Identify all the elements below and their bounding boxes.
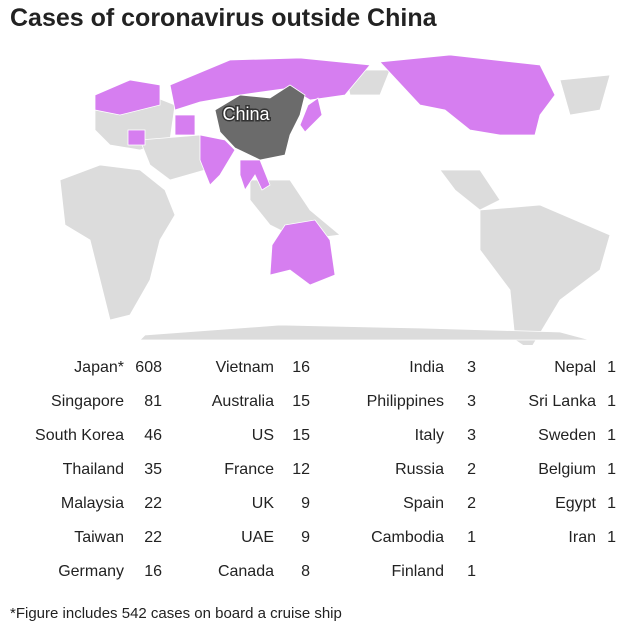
case-count: 1 bbox=[467, 529, 476, 546]
country-name: Sri Lanka bbox=[528, 393, 596, 410]
country-name: Singapore bbox=[51, 393, 124, 410]
canada-us bbox=[379, 54, 556, 136]
case-count: 9 bbox=[301, 495, 310, 512]
case-count: 1 bbox=[607, 427, 616, 444]
country-name: Belgium bbox=[538, 461, 596, 478]
country-name: Philippines bbox=[366, 393, 444, 410]
case-count: 15 bbox=[292, 393, 310, 410]
case-count: 12 bbox=[292, 461, 310, 478]
egypt bbox=[127, 129, 146, 146]
country-name: Japan* bbox=[74, 359, 124, 376]
south-america bbox=[479, 204, 611, 345]
case-count: 1 bbox=[607, 461, 616, 478]
case-count: 81 bbox=[144, 393, 162, 410]
case-count: 2 bbox=[467, 461, 476, 478]
footnote: *Figure includes 542 cases on board a cr… bbox=[10, 605, 342, 622]
country-name: India bbox=[409, 359, 444, 376]
country-name: UAE bbox=[241, 529, 274, 546]
country-name: Taiwan bbox=[74, 529, 124, 546]
country-name: Cambodia bbox=[371, 529, 444, 546]
country-name: UK bbox=[251, 495, 274, 512]
country-name: Nepal bbox=[554, 359, 596, 376]
case-count: 1 bbox=[467, 563, 476, 580]
china bbox=[214, 84, 306, 161]
country-name: Vietnam bbox=[215, 359, 274, 376]
case-count: 9 bbox=[301, 529, 310, 546]
case-count: 16 bbox=[144, 563, 162, 580]
case-count: 1 bbox=[607, 359, 616, 376]
country-name: France bbox=[224, 461, 274, 478]
case-count: 3 bbox=[467, 359, 476, 376]
africa bbox=[59, 164, 176, 321]
case-count: 46 bbox=[144, 427, 162, 444]
case-count: 35 bbox=[144, 461, 162, 478]
europe-cases bbox=[94, 79, 161, 116]
case-count: 2 bbox=[467, 495, 476, 512]
se-asia-cases bbox=[239, 159, 271, 191]
country-name: Iran bbox=[568, 529, 596, 546]
russia bbox=[169, 57, 371, 111]
china-label: China bbox=[222, 104, 270, 124]
country-name: South Korea bbox=[35, 427, 124, 444]
country-name: Thailand bbox=[62, 461, 124, 478]
case-count: 608 bbox=[135, 359, 162, 376]
central-america bbox=[439, 169, 501, 211]
australia bbox=[269, 219, 336, 286]
case-count: 16 bbox=[292, 359, 310, 376]
case-count: 3 bbox=[467, 393, 476, 410]
japan bbox=[299, 97, 323, 133]
country-name: Egypt bbox=[555, 495, 596, 512]
country-name: Germany bbox=[58, 563, 124, 580]
case-count: 1 bbox=[607, 529, 616, 546]
country-name: Canada bbox=[217, 563, 274, 580]
case-count: 1 bbox=[607, 495, 616, 512]
greenland bbox=[559, 74, 611, 116]
country-name: Italy bbox=[414, 427, 444, 444]
case-count: 1 bbox=[607, 393, 616, 410]
case-count: 3 bbox=[467, 427, 476, 444]
title: Cases of coronavirus outside China bbox=[10, 4, 437, 32]
country-name: Spain bbox=[403, 495, 444, 512]
india bbox=[199, 134, 236, 186]
country-name: US bbox=[251, 427, 274, 444]
country-name: Australia bbox=[211, 393, 274, 410]
case-count: 22 bbox=[144, 495, 162, 512]
country-name: Russia bbox=[395, 461, 444, 478]
world-map: China bbox=[59, 54, 611, 345]
case-count: 22 bbox=[144, 529, 162, 546]
middle-east bbox=[139, 134, 206, 181]
iran bbox=[174, 114, 196, 136]
country-name: Finland bbox=[391, 563, 444, 580]
case-count: 8 bbox=[301, 563, 310, 580]
country-name: Malaysia bbox=[60, 495, 124, 512]
country-name: Sweden bbox=[538, 427, 596, 444]
case-count: 15 bbox=[292, 427, 310, 444]
antarctica bbox=[139, 324, 591, 341]
